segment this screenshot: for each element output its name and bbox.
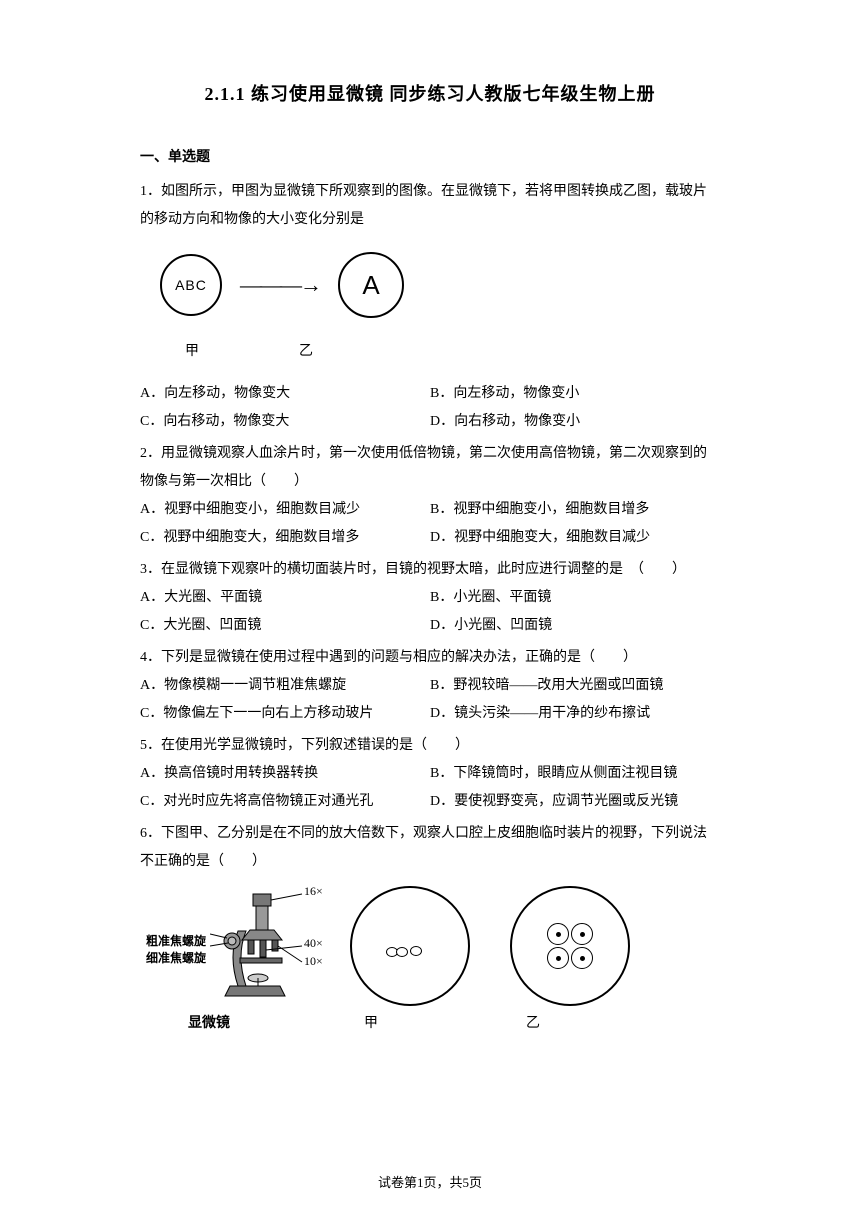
q1-circle-left: ABC bbox=[160, 254, 222, 316]
q1-figure: ABC ———→ A bbox=[160, 252, 720, 318]
q2-opt-a: A．视野中细胞变小，细胞数目减少 bbox=[140, 496, 430, 524]
q6-fov-right bbox=[510, 886, 630, 1006]
mag-10x: 10× bbox=[304, 954, 323, 969]
q6-label-right: 乙 bbox=[526, 1012, 540, 1032]
q6-fov-left bbox=[350, 886, 470, 1006]
q3-opt-a: A．大光圈、平面镜 bbox=[140, 584, 430, 612]
q1-circle-right: A bbox=[338, 252, 404, 318]
q1-opt-c: C．向右移动，物像变大 bbox=[140, 408, 430, 436]
q3-stem: 3．在显微镜下观察叶的横切面装片时，目镜的视野太暗，此时应进行调整的是 （ ） bbox=[140, 556, 720, 584]
q1-label-right: 乙 bbox=[299, 340, 313, 360]
mag-40x: 40× bbox=[304, 936, 323, 951]
q3-opt-b: B．小光圈、平面镜 bbox=[430, 584, 720, 612]
q5-opt-a: A．换高倍镜时用转换器转换 bbox=[140, 760, 430, 788]
q4-opt-a: A．物像模糊一一调节粗准焦螺旋 bbox=[140, 672, 430, 700]
q3-options-row1: A．大光圈、平面镜 B．小光圈、平面镜 bbox=[140, 584, 720, 612]
q1-opt-a: A．向左移动，物像变大 bbox=[140, 380, 430, 408]
q2-options-row2: C．视野中细胞变大，细胞数目增多 D．视野中细胞变大，细胞数目减少 bbox=[140, 524, 720, 552]
q1-options-row2: C．向右移动，物像变大 D．向右移动，物像变小 bbox=[140, 408, 720, 436]
q2-opt-b: B．视野中细胞变小，细胞数目增多 bbox=[430, 496, 720, 524]
q1-options-row1: A．向左移动，物像变大 B．向左移动，物像变小 bbox=[140, 380, 720, 408]
cells-small bbox=[387, 948, 417, 956]
q2-opt-c: C．视野中细胞变大，细胞数目增多 bbox=[140, 524, 430, 552]
q3-opt-d: D．小光圈、凹面镜 bbox=[430, 612, 720, 640]
microscope-diagram: 粗准焦螺旋 细准焦螺旋 bbox=[146, 886, 310, 1006]
arrow-icon: ———→ bbox=[240, 272, 320, 298]
q5-opt-d: D．要使视野变亮，应调节光圈或反光镜 bbox=[430, 788, 720, 816]
q4-stem: 4．下列是显微镜在使用过程中遇到的问题与相应的解决办法，正确的是（ ） bbox=[140, 644, 720, 672]
q6-label-microscope: 显微镜 bbox=[188, 1012, 230, 1032]
nucleus-icon bbox=[556, 932, 561, 937]
q6-figure-labels: 显微镜 甲 乙 bbox=[140, 1012, 720, 1032]
cell-icon bbox=[396, 947, 408, 957]
q5-options-row1: A．换高倍镜时用转换器转换 B．下降镜筒时，眼睛应从侧面注视目镜 bbox=[140, 760, 720, 788]
q5-stem: 5．在使用光学显微镜时，下列叙述错误的是（ ） bbox=[140, 732, 720, 760]
question-6: 6．下图甲、乙分别是在不同的放大倍数下，观察人口腔上皮细胞临时装片的视野，下列说… bbox=[140, 820, 720, 1032]
q3-options-row2: C．大光圈、凹面镜 D．小光圈、凹面镜 bbox=[140, 612, 720, 640]
section-heading: 一、单选题 bbox=[140, 146, 720, 166]
microscope-left-labels: 粗准焦螺旋 细准焦螺旋 bbox=[146, 933, 206, 967]
q2-options-row1: A．视野中细胞变小，细胞数目减少 B．视野中细胞变小，细胞数目增多 bbox=[140, 496, 720, 524]
q1-stem: 1．如图所示，甲图为显微镜下所观察到的图像。在显微镜下，若将甲图转换成乙图，载玻… bbox=[140, 178, 720, 234]
label-fine-focus: 细准焦螺旋 bbox=[146, 950, 206, 967]
nucleus-icon bbox=[580, 956, 585, 961]
q4-opt-b: B．野视较暗——改用大光圈或凹面镜 bbox=[430, 672, 720, 700]
cell-icon bbox=[410, 946, 422, 956]
question-3: 3．在显微镜下观察叶的横切面装片时，目镜的视野太暗，此时应进行调整的是 （ ） … bbox=[140, 556, 720, 640]
cell-icon bbox=[571, 923, 593, 945]
label-coarse-focus: 粗准焦螺旋 bbox=[146, 933, 206, 950]
q3-opt-c: C．大光圈、凹面镜 bbox=[140, 612, 430, 640]
cell-icon bbox=[547, 947, 569, 969]
nucleus-icon bbox=[580, 932, 585, 937]
nucleus-icon bbox=[556, 956, 561, 961]
q5-opt-b: B．下降镜筒时，眼睛应从侧面注视目镜 bbox=[430, 760, 720, 788]
page-footer: 试卷第1页，共5页 bbox=[0, 1172, 860, 1191]
question-2: 2．用显微镜观察人血涂片时，第一次使用低倍物镜，第二次使用高倍物镜，第二次观察到… bbox=[140, 440, 720, 552]
q6-label-left: 甲 bbox=[364, 1012, 378, 1032]
q1-figure-labels: 甲 乙 bbox=[140, 340, 720, 360]
q4-opt-c: C．物像偏左下一一向右上方移动玻片 bbox=[140, 700, 430, 728]
q5-options-row2: C．对光时应先将高倍物镜正对通光孔 D．要使视野变亮，应调节光圈或反光镜 bbox=[140, 788, 720, 816]
question-1: 1．如图所示，甲图为显微镜下所观察到的图像。在显微镜下，若将甲图转换成乙图，载玻… bbox=[140, 178, 720, 436]
question-4: 4．下列是显微镜在使用过程中遇到的问题与相应的解决办法，正确的是（ ） A．物像… bbox=[140, 644, 720, 728]
cell-icon bbox=[547, 923, 569, 945]
microscope-icon bbox=[210, 886, 310, 1006]
q6-figure: 粗准焦螺旋 细准焦螺旋 bbox=[146, 886, 720, 1006]
q1-label-left: 甲 bbox=[185, 340, 199, 360]
page-title: 2.1.1 练习使用显微镜 同步练习人教版七年级生物上册 bbox=[140, 80, 720, 106]
q6-stem: 6．下图甲、乙分别是在不同的放大倍数下，观察人口腔上皮细胞临时装片的视野，下列说… bbox=[140, 820, 720, 876]
q4-opt-d: D．镜头污染——用干净的纱布擦试 bbox=[430, 700, 720, 728]
q4-options-row2: C．物像偏左下一一向右上方移动玻片 D．镜头污染——用干净的纱布擦试 bbox=[140, 700, 720, 728]
mag-16x: 16× bbox=[304, 884, 323, 899]
q1-opt-b: B．向左移动，物像变小 bbox=[430, 380, 720, 408]
cells-large bbox=[542, 923, 598, 969]
q1-opt-d: D．向右移动，物像变小 bbox=[430, 408, 720, 436]
q2-stem: 2．用显微镜观察人血涂片时，第一次使用低倍物镜，第二次使用高倍物镜，第二次观察到… bbox=[140, 440, 720, 496]
question-5: 5．在使用光学显微镜时，下列叙述错误的是（ ） A．换高倍镜时用转换器转换 B．… bbox=[140, 732, 720, 816]
q5-opt-c: C．对光时应先将高倍物镜正对通光孔 bbox=[140, 788, 430, 816]
cell-icon bbox=[571, 947, 593, 969]
q4-options-row1: A．物像模糊一一调节粗准焦螺旋 B．野视较暗——改用大光圈或凹面镜 bbox=[140, 672, 720, 700]
q2-opt-d: D．视野中细胞变大，细胞数目减少 bbox=[430, 524, 720, 552]
